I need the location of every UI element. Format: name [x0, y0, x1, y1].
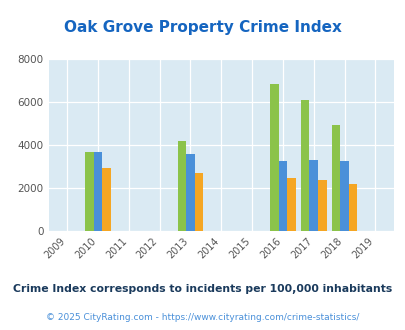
Bar	[309, 160, 317, 231]
Text: Crime Index corresponds to incidents per 100,000 inhabitants: Crime Index corresponds to incidents per…	[13, 284, 392, 294]
Bar	[85, 152, 94, 231]
Bar	[102, 168, 111, 231]
Bar	[339, 161, 348, 231]
Bar	[286, 178, 295, 231]
Legend: Oak Grove, Louisiana, National: Oak Grove, Louisiana, National	[66, 326, 376, 330]
Bar	[94, 152, 102, 231]
Bar	[348, 184, 356, 231]
Bar	[317, 180, 326, 231]
Bar	[278, 161, 286, 231]
Bar	[331, 125, 339, 231]
Bar	[300, 100, 309, 231]
Bar	[185, 154, 194, 231]
Text: © 2025 CityRating.com - https://www.cityrating.com/crime-statistics/: © 2025 CityRating.com - https://www.city…	[46, 313, 359, 322]
Bar	[177, 141, 185, 231]
Bar	[194, 173, 203, 231]
Bar	[269, 84, 278, 231]
Text: Oak Grove Property Crime Index: Oak Grove Property Crime Index	[64, 20, 341, 35]
